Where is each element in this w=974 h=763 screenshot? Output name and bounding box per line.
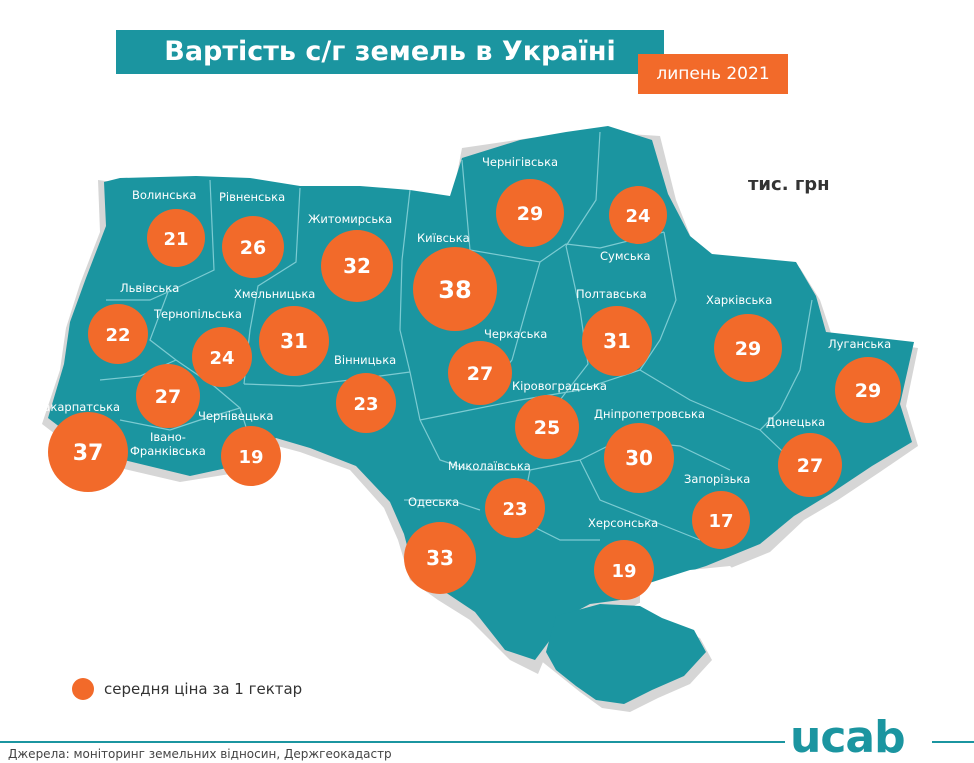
region-label-dnipropetrovsk: Дніпропетровська — [594, 407, 705, 421]
svg-text:33: 33 — [426, 546, 454, 570]
svg-text:27: 27 — [797, 455, 823, 477]
bubble-donetsk: 27 — [778, 433, 842, 497]
legend-dot-icon — [72, 678, 94, 700]
svg-text:25: 25 — [534, 417, 560, 439]
region-label-chernivtsi: Чернівецька — [198, 409, 273, 423]
region-label-zhytomyr: Житомирська — [308, 212, 392, 226]
svg-text:38: 38 — [438, 276, 471, 304]
bubble-zhytomyr: 32 — [321, 230, 393, 302]
svg-text:29: 29 — [517, 203, 543, 225]
region-label-volyn: Волинська — [132, 188, 196, 202]
region-label-ivano-frankivsk-1: Івано- — [150, 430, 186, 444]
region-label-luhansk: Луганська — [828, 337, 891, 351]
svg-text:24: 24 — [625, 206, 650, 227]
region-label-sumy: Сумська — [600, 249, 651, 263]
region-label-khmelnytskyi: Хмельницька — [234, 287, 315, 301]
bubble-sumy: 24 — [609, 186, 667, 244]
region-label-kyiv: Київська — [417, 231, 470, 245]
bubble-chernihiv: 29 — [496, 179, 564, 247]
svg-text:27: 27 — [155, 386, 181, 408]
bubble-cherkasy: 27 — [448, 341, 512, 405]
bubble-kyiv: 38 — [413, 247, 497, 331]
svg-text:32: 32 — [343, 254, 371, 278]
map-title: Вартість с/г земель в Україні — [116, 30, 664, 74]
region-label-chernihiv: Чернігівська — [482, 155, 558, 169]
bubble-khmelnytskyi: 31 — [259, 306, 329, 376]
legend-text: середня ціна за 1 гектар — [104, 680, 303, 698]
bubble-luhansk: 29 — [835, 357, 901, 423]
region-label-kirovohrad: Кіровоградська — [512, 379, 607, 393]
legend: середня ціна за 1 гектар — [72, 678, 302, 700]
sea-of-azov — [640, 566, 744, 614]
region-label-ivano-frankivsk-2: Франківська — [130, 444, 206, 458]
region-label-kharkiv: Харківська — [706, 293, 772, 307]
region-label-lviv: Львівська — [120, 281, 179, 295]
ucab-logo: ucab — [790, 712, 906, 763]
region-label-vinnytsia: Вінницька — [334, 353, 396, 367]
bubble-ternopil: 24 — [192, 327, 252, 387]
svg-text:23: 23 — [502, 499, 527, 520]
svg-text:19: 19 — [611, 561, 636, 582]
svg-text:19: 19 — [238, 447, 263, 468]
svg-text:17: 17 — [708, 511, 733, 532]
bubble-kharkiv: 29 — [714, 314, 782, 382]
svg-text:23: 23 — [353, 394, 378, 415]
svg-text:29: 29 — [735, 338, 761, 360]
bubble-kirovohrad: 25 — [515, 395, 579, 459]
svg-text:31: 31 — [280, 329, 308, 353]
bubble-ivano-frankivsk: 27 — [136, 364, 200, 428]
region-label-zaporizhzhia: Запорізька — [684, 472, 750, 486]
date-badge: липень 2021 — [638, 54, 788, 94]
region-label-ternopil: Тернопільська — [153, 307, 242, 321]
footer-divider — [0, 741, 785, 743]
bubble-kherson: 19 — [594, 540, 654, 600]
crimea — [546, 604, 706, 704]
region-label-rivne: Рівненська — [219, 190, 285, 204]
svg-text:21: 21 — [163, 229, 188, 250]
bubble-odesa: 33 — [404, 522, 476, 594]
region-label-mykolaiv: Миколаївська — [448, 459, 531, 473]
region-label-poltava: Полтавська — [576, 287, 647, 301]
svg-text:24: 24 — [209, 348, 234, 369]
svg-text:30: 30 — [625, 446, 653, 470]
region-label-cherkasy: Черкаська — [484, 327, 547, 341]
svg-text:22: 22 — [105, 325, 130, 346]
bubble-chernivtsi: 19 — [221, 426, 281, 486]
ukraine-map: Волинська Рівненська Житомирська Київськ… — [36, 126, 918, 712]
bubble-poltava: 31 — [582, 306, 652, 376]
bubble-vinnytsia: 23 — [336, 373, 396, 433]
bubble-lviv: 22 — [88, 304, 148, 364]
svg-text:27: 27 — [467, 363, 493, 385]
svg-text:26: 26 — [240, 237, 266, 259]
bubble-mykolaiv: 23 — [485, 478, 545, 538]
source-note: Джерела: моніторинг земельних відносин, … — [8, 747, 392, 761]
bubble-zakarpattia: 37 — [48, 412, 128, 492]
footer-divider-right — [932, 741, 974, 743]
svg-text:29: 29 — [855, 380, 881, 402]
region-label-odesa: Одеська — [408, 495, 459, 509]
region-label-donetsk: Донецька — [766, 415, 825, 429]
region-label-zakarpattia: Закарпатська — [36, 400, 120, 414]
bubble-zaporizhzhia: 17 — [692, 491, 750, 549]
bubble-volyn: 21 — [147, 209, 205, 267]
bubble-rivne: 26 — [222, 216, 284, 278]
unit-label: тис. грн — [748, 174, 830, 195]
bubble-dnipropetrovsk: 30 — [604, 423, 674, 493]
region-label-kherson: Херсонська — [588, 516, 658, 530]
svg-text:31: 31 — [603, 329, 631, 353]
svg-text:37: 37 — [73, 441, 104, 466]
